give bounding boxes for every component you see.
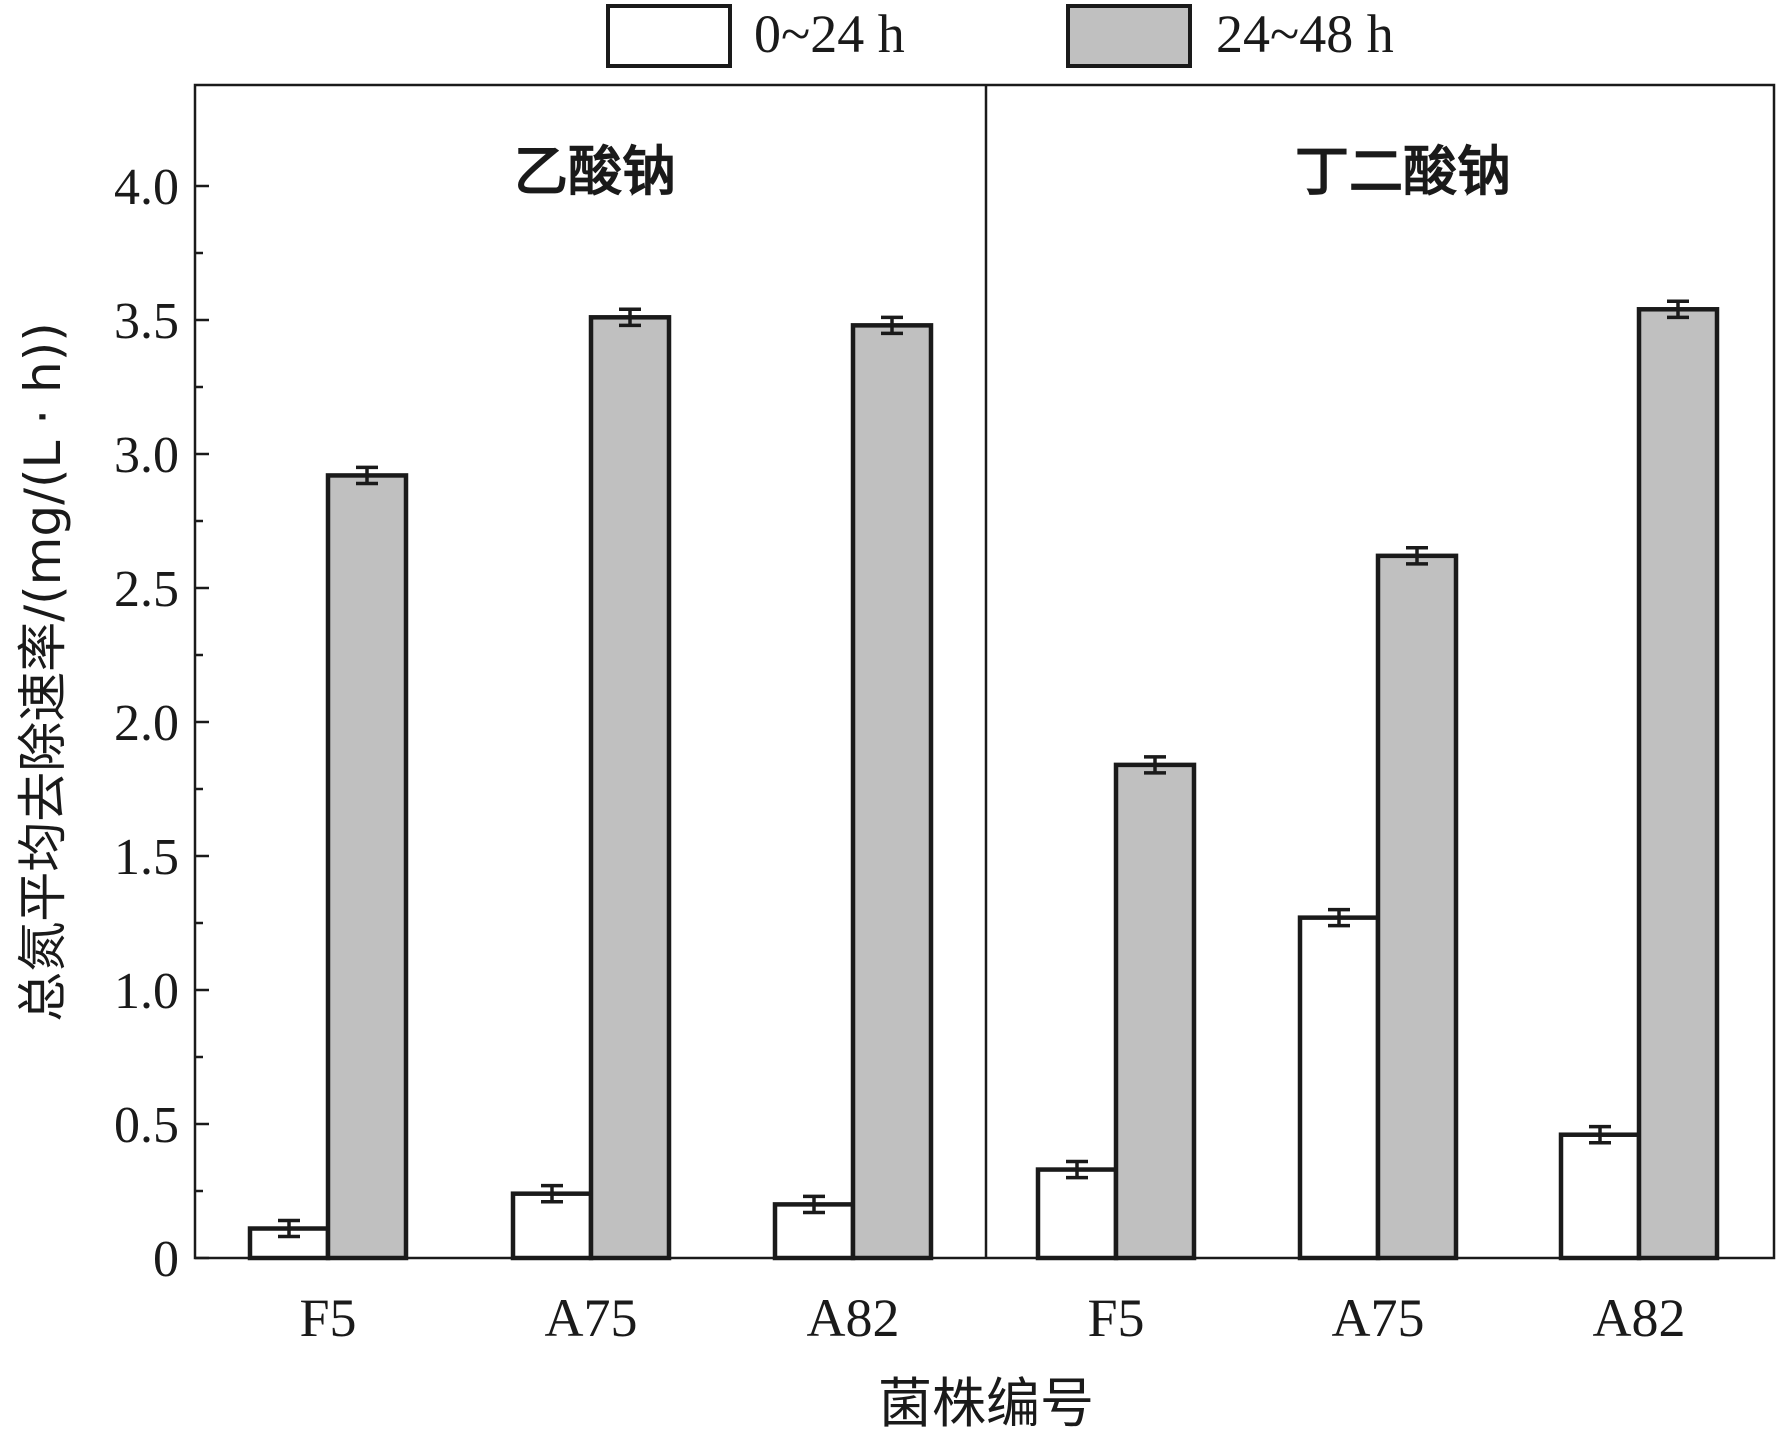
x-tick-label: A75 [545,1288,638,1348]
y-tick-label: 0 [153,1231,179,1288]
x-tick-label: F5 [1087,1288,1144,1348]
bar [588,315,672,1261]
x-tick-label: F5 [299,1288,356,1348]
x-tick-label: A82 [1593,1288,1686,1348]
bars [247,299,1720,1261]
bar [325,473,409,1261]
group-title-1: 丁二酸钠 [1295,140,1511,203]
y-tick-label: 3.5 [114,293,179,350]
bar [1113,762,1197,1261]
y-axis-title: 总氮平均去除速率/(mg/(L · h)) [14,322,72,1021]
y-tick-label: 2.5 [114,561,179,618]
x-tick-label: A82 [807,1288,900,1348]
legend: 0~24 h 24~48 h [606,4,1394,68]
legend-label-0: 0~24 h [754,4,905,64]
legend-swatch-1 [1066,4,1192,68]
y-tick-label: 0.5 [114,1097,179,1154]
y-tick-label: 3.0 [114,427,179,484]
x-tick-label: A75 [1332,1288,1425,1348]
y-tick-label: 1.5 [114,829,179,886]
bar [1297,915,1381,1261]
bar [1035,1167,1119,1261]
legend-label-1: 24~48 h [1216,4,1394,64]
bar [1636,307,1720,1261]
group-title-0: 乙酸钠 [514,140,676,203]
y-tick-label: 1.0 [114,963,179,1020]
y-tick-label: 4.0 [114,159,179,216]
bar [510,1191,594,1261]
legend-swatch-0 [606,4,732,68]
x-axis-title: 菌株编号 [878,1372,1094,1435]
bar [1375,553,1459,1261]
bar [1558,1132,1642,1261]
y-tick-label: 2.0 [114,695,179,752]
x-axis: F5 A75 A82 F5 A75 A82 [299,1288,1685,1348]
y-axis: 0 0.5 1.0 1.5 2.0 2.5 3.0 3.5 4.0 [114,159,209,1288]
bar [850,323,934,1261]
plot-frame [193,83,1776,1260]
